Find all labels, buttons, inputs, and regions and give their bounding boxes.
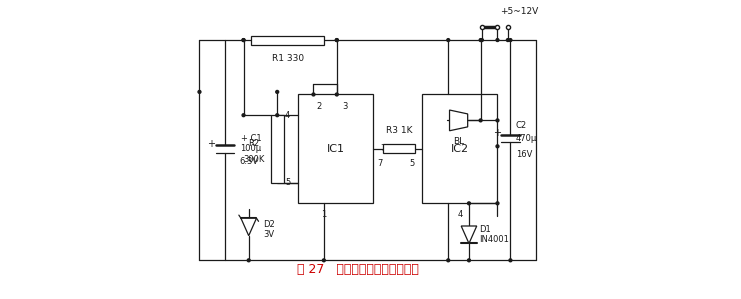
Text: 100μ: 100μ <box>239 144 261 153</box>
Text: 7: 7 <box>377 159 382 168</box>
Circle shape <box>312 93 315 96</box>
Text: 5: 5 <box>409 144 414 153</box>
Bar <box>251 36 324 45</box>
Text: 3: 3 <box>342 102 348 111</box>
Circle shape <box>479 39 482 42</box>
Circle shape <box>276 114 279 117</box>
Circle shape <box>447 259 450 262</box>
Polygon shape <box>241 218 256 236</box>
Circle shape <box>468 202 471 205</box>
Circle shape <box>276 91 279 93</box>
Circle shape <box>496 39 499 42</box>
Text: 7: 7 <box>381 144 386 153</box>
Circle shape <box>496 202 499 205</box>
Text: R3 1K: R3 1K <box>386 126 412 135</box>
Circle shape <box>242 39 245 42</box>
Text: R2: R2 <box>248 139 259 148</box>
Circle shape <box>322 259 325 262</box>
Text: 5: 5 <box>285 178 290 187</box>
Circle shape <box>242 114 245 117</box>
Text: IC1: IC1 <box>327 144 345 154</box>
Circle shape <box>447 39 450 42</box>
Circle shape <box>247 259 250 262</box>
Polygon shape <box>450 110 468 131</box>
Bar <box>270 115 284 183</box>
Text: 6.3V: 6.3V <box>239 157 259 166</box>
Circle shape <box>480 39 483 42</box>
Circle shape <box>479 119 482 122</box>
Circle shape <box>496 145 499 148</box>
Circle shape <box>509 39 512 42</box>
Text: +: + <box>207 139 215 149</box>
Text: D1
IN4001: D1 IN4001 <box>479 225 509 244</box>
Text: 300K: 300K <box>243 155 265 164</box>
Text: R1 330: R1 330 <box>271 54 304 63</box>
Bar <box>298 94 373 203</box>
Text: IC2: IC2 <box>451 144 469 154</box>
Circle shape <box>336 93 338 96</box>
Text: 图 27   高响度警音发生器电路图: 图 27 高响度警音发生器电路图 <box>296 263 419 276</box>
Circle shape <box>198 91 201 93</box>
Text: 4: 4 <box>457 210 462 219</box>
Circle shape <box>468 259 471 262</box>
Circle shape <box>509 259 512 262</box>
Text: 1: 1 <box>322 210 327 219</box>
Circle shape <box>336 39 338 42</box>
Polygon shape <box>461 226 476 243</box>
Circle shape <box>506 39 509 42</box>
Text: +5~12V: +5~12V <box>500 7 538 16</box>
Bar <box>383 144 414 153</box>
Circle shape <box>242 39 245 42</box>
Text: 16V: 16V <box>516 150 532 158</box>
Text: C2: C2 <box>516 121 527 130</box>
Text: 2: 2 <box>316 102 322 111</box>
Text: D2
3V: D2 3V <box>263 219 275 239</box>
Text: BL: BL <box>453 137 464 146</box>
Bar <box>422 94 497 203</box>
Text: + C1: + C1 <box>241 134 262 143</box>
Circle shape <box>336 39 338 42</box>
Text: 4: 4 <box>285 111 290 120</box>
Text: 470μ: 470μ <box>516 134 537 143</box>
Text: +: + <box>494 128 502 138</box>
Text: 5: 5 <box>409 159 414 168</box>
Circle shape <box>496 119 499 122</box>
